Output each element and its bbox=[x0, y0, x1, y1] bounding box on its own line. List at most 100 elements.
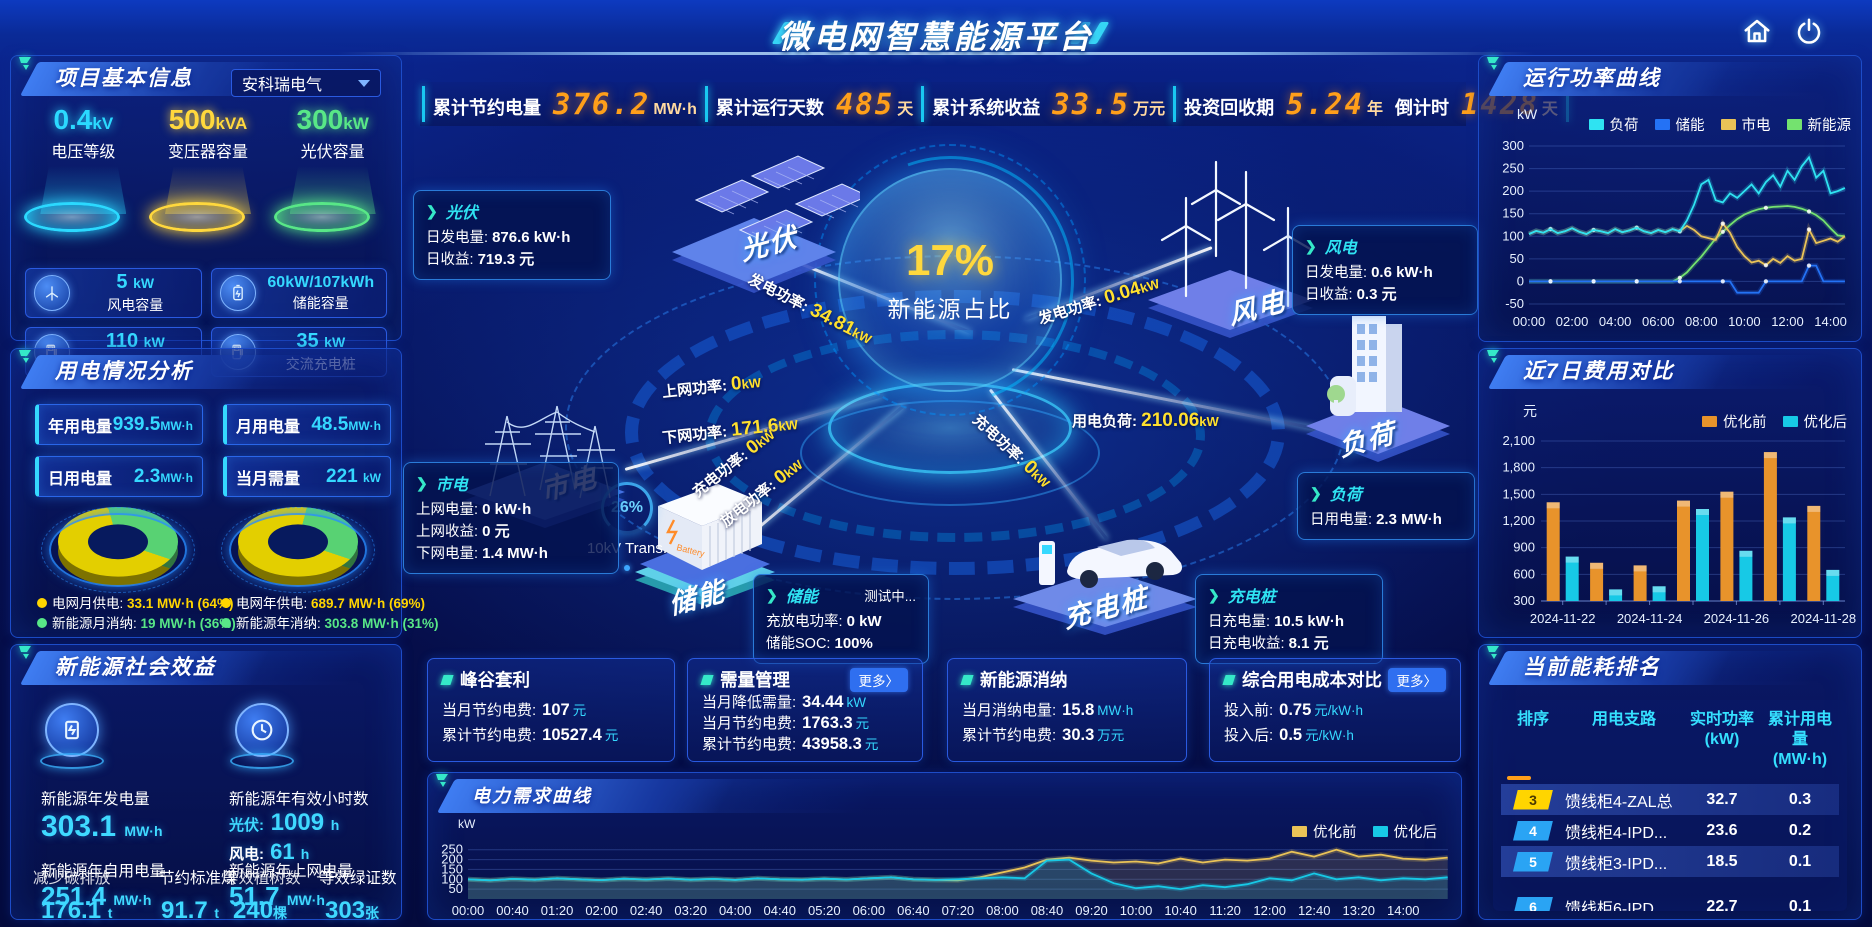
svg-text:600: 600 bbox=[1513, 566, 1535, 581]
flow-load-power: 用电负荷: 210.06kW bbox=[1072, 410, 1219, 431]
wind-hours: 风电: 61 h bbox=[229, 839, 310, 864]
box-demand-mgmt: 需量管理 更多〉 当月降低需量: 34.44 kW 当月节约电费: 1763.3 元 累… bbox=[687, 658, 923, 762]
panel-corner-icon bbox=[434, 772, 460, 794]
home-icon[interactable] bbox=[1742, 16, 1772, 46]
table-row[interactable]: 4 馈线柜4-IPD... 23.6 0.2 bbox=[1501, 815, 1839, 846]
legend-item[interactable]: 优化前 bbox=[1292, 821, 1357, 842]
card-storage-capacity: 60kW/107kWh 储能容量 bbox=[210, 268, 387, 318]
panel-energy-ranking: 当前能耗排名 排序 用电支路 实时功率 (kW) 累计用电量 (MW·h) 3 馈线… bbox=[1478, 644, 1862, 920]
box-renewable-consume: 新能源消纳 当月消纳电量: 15.8 MW·h 累计节约电费: 30.3 万元 bbox=[947, 658, 1187, 762]
legend-item[interactable]: 储能 bbox=[1654, 114, 1705, 135]
panel-title: 用电情况分析 bbox=[55, 360, 193, 383]
svg-text:13:20: 13:20 bbox=[1342, 903, 1375, 918]
panel-corner-icon bbox=[1485, 348, 1511, 370]
infobox-load: ❯ 负荷 日用电量: 2.3 MW·h bbox=[1297, 472, 1475, 540]
more-button[interactable]: 更多〉 bbox=[1387, 667, 1446, 692]
infobox-storage: ❯ 储能 测试中... 充放电功率: 0 kW 储能SOC: 100% bbox=[753, 574, 929, 664]
kpi-divider bbox=[704, 86, 708, 122]
y-axis-unit: 元 bbox=[1523, 403, 1537, 419]
svg-text:10:40: 10:40 bbox=[1164, 903, 1197, 918]
trees-label: 等效植树数 bbox=[223, 870, 301, 887]
glow-ring bbox=[148, 202, 245, 232]
legend-item[interactable]: 市电 bbox=[1720, 114, 1771, 135]
donut-year bbox=[221, 507, 375, 617]
stat-year-usage: 年用电量 939.5MW·h bbox=[35, 404, 203, 445]
panel-cost-compare: 近7日费用对比 元 优化前 优化后 2,100 1,800 1,500 1,200 900… bbox=[1478, 348, 1862, 638]
card-wind-capacity: 5 kW 风电容量 bbox=[25, 268, 202, 318]
svg-text:50: 50 bbox=[449, 881, 463, 896]
coal-value: 91.7 t bbox=[161, 897, 220, 924]
header-band bbox=[0, 0, 1872, 64]
svg-text:08:00: 08:00 bbox=[986, 903, 1019, 918]
core-orb: 17% 新能源占比 bbox=[814, 144, 1086, 416]
svg-text:300: 300 bbox=[1502, 138, 1524, 153]
svg-text:00:00: 00:00 bbox=[1513, 314, 1546, 329]
svg-text:300: 300 bbox=[1513, 593, 1535, 608]
stat-pv-capacity: 300kW 光伏容量 bbox=[273, 104, 392, 232]
svg-text:200: 200 bbox=[441, 852, 463, 867]
legend-renew-month: 新能源月消纳: 19 MW·h (36%) bbox=[37, 612, 236, 632]
arrow-icon: ❯ bbox=[426, 202, 438, 219]
svg-text:01:20: 01:20 bbox=[541, 903, 574, 918]
svg-text:2024-11-26: 2024-11-26 bbox=[1704, 611, 1770, 626]
stat-voltage-level: 0.4kV 电压等级 bbox=[24, 104, 142, 232]
svg-text:2024-11-28: 2024-11-28 bbox=[1791, 611, 1857, 626]
legend-item[interactable]: 新能源 bbox=[1786, 114, 1851, 135]
kpi-run-days: 累计运行天数 485 天 bbox=[715, 87, 914, 121]
svg-text:03:20: 03:20 bbox=[674, 903, 707, 918]
gauge-dot bbox=[624, 565, 630, 571]
arrow-icon: ❯ bbox=[1305, 237, 1317, 254]
table-row[interactable]: 5 馈线柜3-IPD... 18.5 0.1 bbox=[1501, 846, 1839, 877]
panel-title: 项目基本信息 bbox=[55, 67, 193, 90]
arrow-icon: ❯ bbox=[416, 474, 428, 491]
legend-renew-year: 新能源年消纳: 303.8 MW·h (31%) bbox=[221, 612, 439, 632]
svg-text:250: 250 bbox=[1502, 161, 1524, 176]
svg-text:10:00: 10:00 bbox=[1728, 314, 1761, 329]
bullet-icon bbox=[440, 674, 454, 685]
kpi-bar: 累计节约电量 376.2 MW·h 累计运行天数 485 天 累计系统收益 33… bbox=[420, 82, 1569, 126]
legend-item[interactable]: 优化前 bbox=[1702, 411, 1767, 432]
svg-text:07:20: 07:20 bbox=[942, 903, 975, 918]
ranking-header: 排序 用电支路 实时功率 (kW) 累计用电量 (MW·h) bbox=[1516, 711, 1832, 768]
company-select-value: 安科瑞电气 bbox=[242, 77, 323, 94]
legend-item[interactable]: 优化后 bbox=[1372, 821, 1437, 842]
panel-title: 运行功率曲线 bbox=[1523, 67, 1661, 90]
legend-item[interactable]: 优化后 bbox=[1782, 411, 1847, 432]
gen-label: 新能源年发电量 bbox=[41, 791, 150, 808]
kpi-payback-period: 投资回收期 5.24 年 bbox=[1184, 87, 1383, 121]
stat-month-demand: 当月需量 221 kW bbox=[223, 456, 391, 497]
legend-item[interactable]: 负荷 bbox=[1588, 114, 1639, 135]
glow-ring bbox=[24, 202, 121, 232]
panel-corner-icon bbox=[17, 644, 43, 666]
svg-text:08:40: 08:40 bbox=[1031, 903, 1064, 918]
svg-text:04:00: 04:00 bbox=[1599, 314, 1632, 329]
legend-grid-month: 电网月供电: 33.1 MW·h (64%) bbox=[37, 592, 234, 612]
table-row[interactable]: 3 馈线柜4-ZAL总 32.7 0.3 bbox=[1501, 784, 1839, 815]
company-select[interactable]: 安科瑞电气 bbox=[231, 69, 381, 97]
panel-title: 当前能耗排名 bbox=[1523, 656, 1661, 679]
svg-text:0: 0 bbox=[1517, 273, 1524, 288]
cost-compare-chart: 2,100 1,800 1,500 1,200 900 600 300 2024-11-22 2… bbox=[1502, 433, 1857, 626]
certs-label: 等效绿证数 bbox=[319, 870, 397, 887]
to-grid-label: 新能源年上网电量 bbox=[229, 863, 354, 880]
cost-compare-legend: 优化前 优化后 bbox=[1686, 411, 1847, 432]
svg-text:1,800: 1,800 bbox=[1502, 460, 1535, 475]
pv-hours: 光伏: 1009 h bbox=[229, 809, 340, 836]
trees-value: 240棵 bbox=[233, 897, 288, 924]
more-button[interactable]: 更多〉 bbox=[849, 667, 908, 692]
svg-text:10:00: 10:00 bbox=[1120, 903, 1153, 918]
power-icon[interactable] bbox=[1794, 16, 1824, 46]
panel-demand-curve: 电力需求曲线 kW 优化前 优化后 250 200 150 100 50 00:00 00:4… bbox=[427, 772, 1462, 920]
renewable-share-label: 新能源占比 bbox=[887, 296, 1013, 322]
svg-text:900: 900 bbox=[1513, 540, 1535, 555]
svg-text:06:00: 06:00 bbox=[1642, 314, 1675, 329]
arrow-icon: ❯ bbox=[1208, 586, 1220, 603]
table-row[interactable]: 6 馈线柜6-IPD 22.7 0.1 bbox=[1501, 891, 1839, 911]
svg-text:12:00: 12:00 bbox=[1253, 903, 1286, 918]
ranking-table: 排序 用电支路 实时功率 (kW) 累计用电量 (MW·h) 3 馈线柜4-ZAL总… bbox=[1493, 700, 1847, 911]
clock-icon bbox=[227, 703, 297, 769]
coal-label: 节约标准煤 bbox=[159, 870, 237, 887]
storage-status: 测试中... bbox=[864, 589, 916, 604]
bullet-icon bbox=[700, 674, 714, 685]
